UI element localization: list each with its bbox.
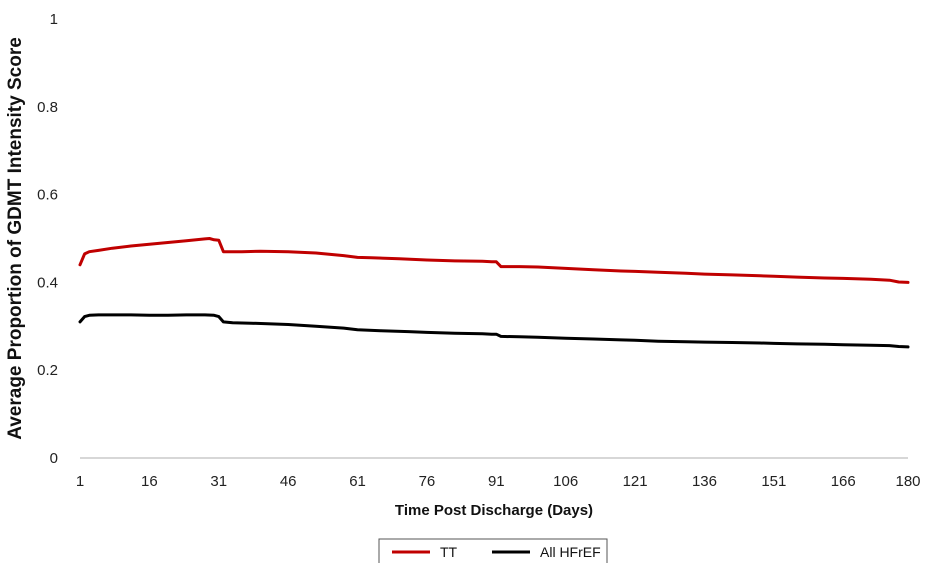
y-tick-labels: 0 0.2 0.4 0.6 0.8 1 [37,11,58,467]
x-tick-label: 46 [280,473,297,490]
x-tick-labels: 1 16 31 46 61 76 91 106 121 136 151 166 180 [76,473,921,490]
legend-items: TT All HFrEF [392,544,601,560]
series-line-all-hfref [78,313,910,349]
x-tick-label: 16 [141,473,158,490]
y-tick-label: 0.4 [37,274,58,291]
x-tick-label: 136 [692,473,717,490]
y-tick-label: 0.8 [37,99,58,116]
x-tick-label: 31 [210,473,227,490]
x-tick-label: 166 [831,473,856,490]
y-tick-label: 0 [50,450,58,467]
series-lines [78,237,910,349]
series-line-tt [78,237,910,284]
y-tick-label: 0.6 [37,187,58,204]
x-tick-label: 61 [349,473,366,490]
x-tick-label: 121 [623,473,648,490]
x-tick-label: 180 [895,473,920,490]
y-tick-label: 0.2 [37,362,58,379]
x-tick-label: 91 [488,473,505,490]
plot-area: 0 0.2 0.4 0.6 0.8 1 1 16 31 46 61 76 91 106 121 136 151… [37,11,920,490]
x-tick-label: 76 [419,473,436,490]
legend-label-tt: TT [440,544,458,560]
y-axis-title: Average Proportion of GDMT Intensity Sco… [5,37,26,440]
y-tick-label: 1 [50,11,58,28]
legend-label-all-hfref: All HFrEF [540,544,601,560]
x-tick-label: 106 [553,473,578,490]
x-axis-title: Time Post Discharge (Days) [395,502,593,519]
x-tick-label: 1 [76,473,84,490]
legend: TT All HFrEF [378,538,608,563]
x-tick-label: 151 [761,473,786,490]
